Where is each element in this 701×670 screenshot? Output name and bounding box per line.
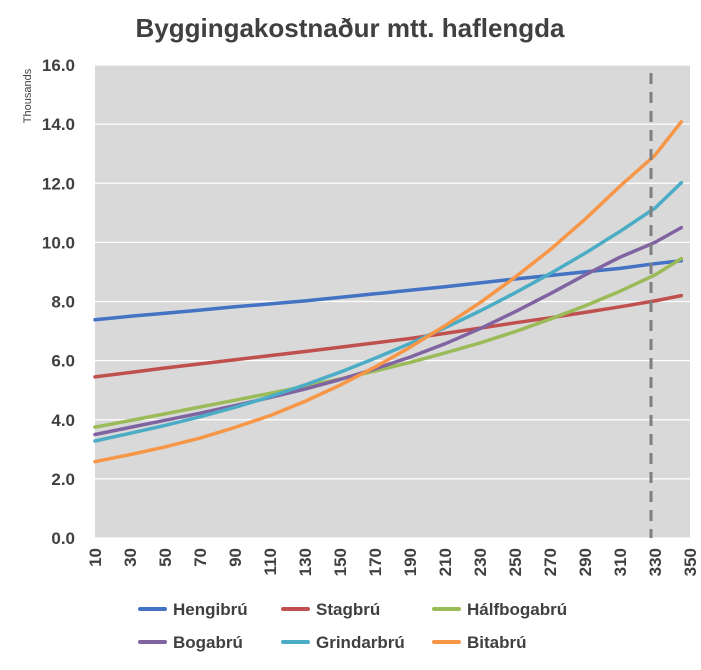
legend: Hengibrú Stagbrú Hálfbogabrú Bogabrú Grindar… [138, 600, 567, 652]
legend-label: Bogabrú [173, 633, 243, 652]
x-tick-label: 290 [576, 548, 595, 576]
x-axis-ticks: 10 30 50 70 90 110 130 150 170 190 210 230 250 270 290… [86, 548, 700, 576]
x-tick-label: 90 [226, 548, 245, 567]
x-tick-label: 50 [156, 548, 175, 567]
y-tick-label: 10.0 [42, 233, 75, 252]
series-line [93, 225, 684, 437]
y-tick-label: 2.0 [51, 470, 75, 489]
legend-label: Grindarbrú [316, 633, 405, 652]
x-tick-label: 170 [366, 548, 385, 576]
series-line [93, 293, 684, 379]
x-tick-label: 190 [401, 548, 420, 576]
series-line [93, 180, 684, 443]
x-tick-label: 130 [296, 548, 315, 576]
x-tick-label: 70 [191, 548, 210, 567]
series-line [93, 120, 684, 464]
x-tick-label: 270 [541, 548, 560, 576]
y-axis-ticks: 0.0 2.0 4.0 6.0 8.0 10.0 12.0 14.0 16.0 [42, 56, 75, 548]
x-tick-label: 110 [261, 548, 280, 575]
legend-label: Bitabrú [467, 633, 527, 652]
x-tick-label: 150 [331, 548, 350, 576]
x-tick-label: 350 [681, 548, 700, 576]
legend-label: Hengibrú [173, 600, 248, 619]
y-tick-label: 0.0 [51, 529, 75, 548]
x-tick-label: 230 [471, 548, 490, 576]
y-tick-label: 12.0 [42, 174, 75, 193]
y-tick-label: 14.0 [42, 115, 75, 134]
y-tick-label: 4.0 [51, 411, 75, 430]
legend-label: Stagbrú [316, 600, 380, 619]
series-lines [93, 120, 684, 464]
legend-label: Hálfbogabrú [467, 600, 567, 619]
y-tick-label: 16.0 [42, 56, 75, 75]
y-tick-label: 8.0 [51, 293, 75, 312]
x-tick-label: 10 [86, 548, 105, 567]
x-tick-label: 310 [611, 548, 630, 576]
y-tick-label: 6.0 [51, 352, 75, 371]
x-tick-label: 210 [436, 548, 455, 576]
x-tick-label: 250 [506, 548, 525, 576]
x-tick-label: 330 [646, 548, 665, 576]
y-axis-unit-label: Thousands [22, 68, 34, 123]
chart-title: Byggingakostnaður mtt. haflengda [135, 13, 565, 43]
series-line [93, 256, 684, 429]
x-tick-label: 30 [121, 548, 140, 567]
